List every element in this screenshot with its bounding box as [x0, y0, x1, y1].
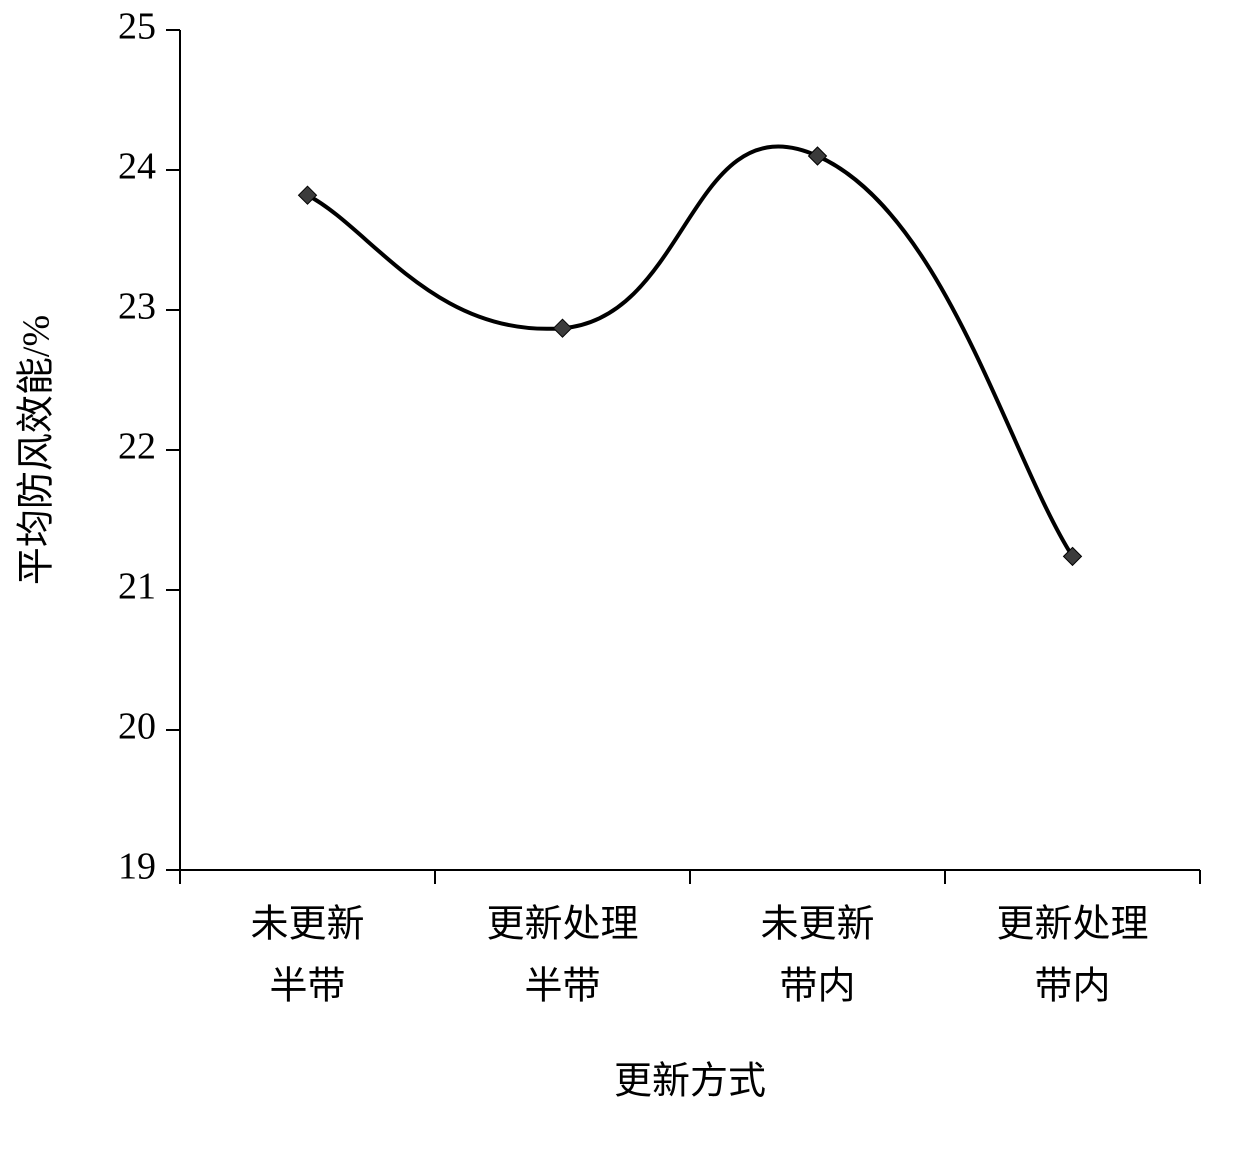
y-tick-label: 22 — [118, 426, 156, 468]
x-category-label-line2: 带内 — [1034, 966, 1110, 1008]
series-marker — [809, 147, 827, 165]
x-axis-title: 更新方式 — [614, 1061, 766, 1103]
x-category-label-line2: 半带 — [524, 966, 600, 1008]
x-category-label-line1: 更新处理 — [486, 904, 638, 946]
y-tick-label: 20 — [118, 706, 156, 748]
line-chart: 19 20 21 22 23 24 25 未更新半带 更新处理半带 未更新带内 更新处理带内更新方式… — [0, 0, 1245, 1151]
x-category-label-line2: 半带 — [269, 966, 345, 1008]
y-tick-label: 19 — [118, 846, 156, 888]
y-tick-label: 24 — [118, 146, 156, 188]
chart-container: 19 20 21 22 23 24 25 未更新半带 更新处理半带 未更新带内 更新处理带内更新方式… — [0, 0, 1245, 1151]
x-category-label-line2: 带内 — [779, 966, 855, 1008]
y-tick-label: 23 — [118, 286, 156, 328]
axis-lines — [180, 30, 1200, 870]
series-marker — [554, 319, 572, 337]
y-tick-label: 21 — [118, 566, 156, 608]
x-category-label-line1: 未更新 — [760, 904, 874, 946]
y-axis-title: 平均防风效能/% — [16, 315, 58, 585]
series-line — [308, 147, 1073, 557]
y-tick-label: 25 — [118, 6, 156, 48]
x-category-label-line1: 更新处理 — [996, 904, 1148, 946]
x-category-label-line1: 未更新 — [250, 904, 364, 946]
series-marker — [1064, 547, 1082, 565]
series-marker — [299, 186, 317, 204]
